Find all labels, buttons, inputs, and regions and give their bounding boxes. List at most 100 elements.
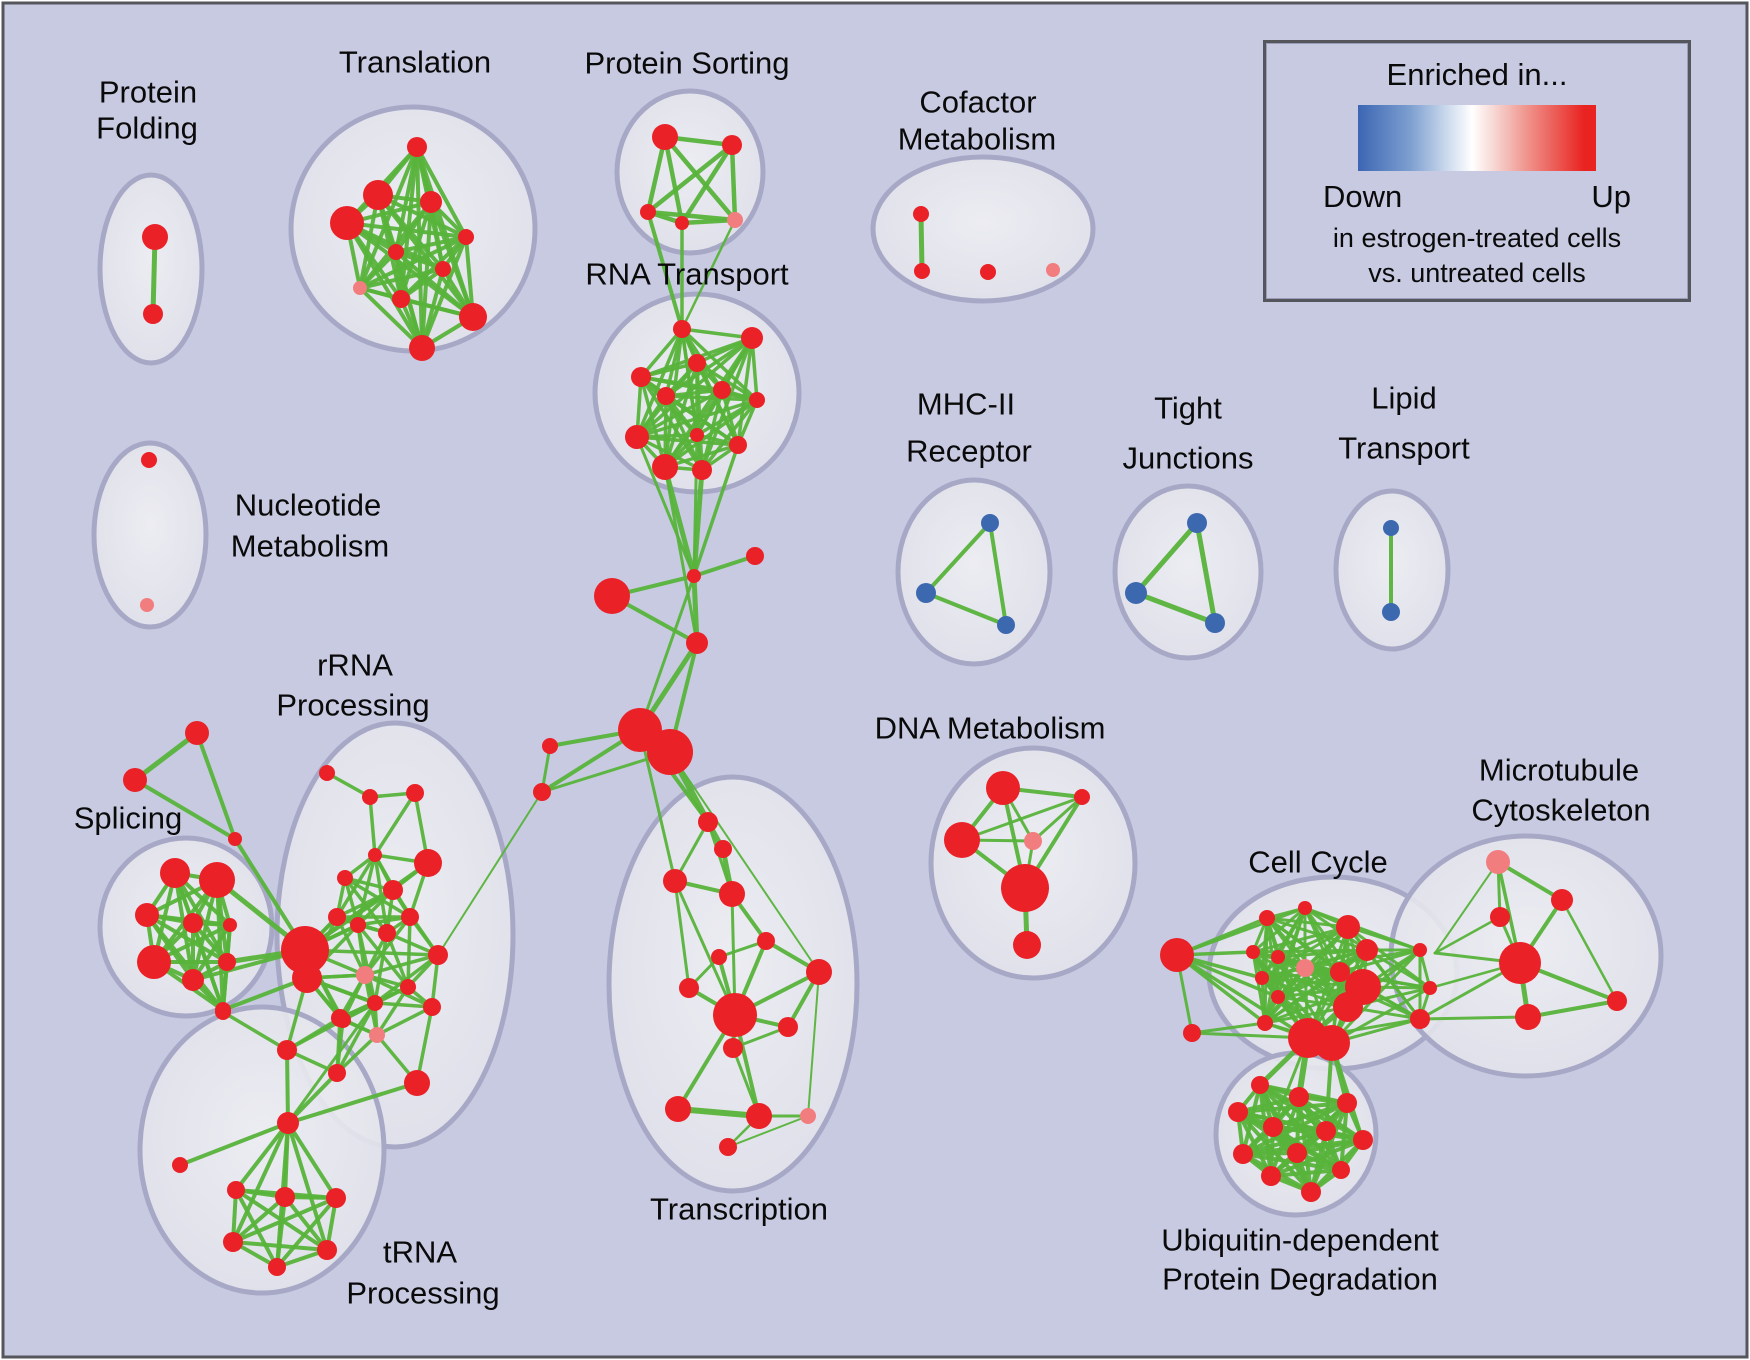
- network-node: [916, 583, 936, 603]
- network-node: [1551, 889, 1573, 911]
- network-node: [1074, 789, 1090, 805]
- network-node: [228, 832, 242, 846]
- network-edge: [385, 931, 410, 989]
- network-node: [275, 1187, 295, 1207]
- network-node: [722, 135, 742, 155]
- network-node: [1160, 938, 1194, 972]
- network-edge: [1194, 520, 1218, 626]
- cluster-ellipse-mhc-ii-receptor: [895, 477, 1053, 667]
- network-node: [757, 932, 775, 950]
- cluster-label-cofactor-metabolism: Cofactor: [919, 85, 1036, 120]
- network-node: [409, 335, 435, 361]
- network-edge: [1276, 970, 1342, 999]
- cluster-label-rrna-processing: rRNA: [317, 648, 393, 683]
- network-edge: [394, 250, 445, 271]
- network-edge: [988, 521, 1008, 627]
- network-node: [1413, 943, 1427, 957]
- network-node: [1383, 520, 1399, 536]
- network-edge: [358, 286, 424, 350]
- network-edge: [639, 327, 684, 379]
- cluster-label-cell-cycle: Cell Cycle: [1248, 845, 1388, 880]
- cluster-label-ubiquitin-degradation: Ubiquitin-dependent: [1161, 1223, 1439, 1258]
- network-edge: [234, 1188, 279, 1269]
- network-node: [353, 281, 367, 295]
- network-edge: [664, 394, 759, 402]
- network-edge: [415, 145, 468, 239]
- network-node: [631, 367, 651, 387]
- network-edge: [191, 923, 232, 982]
- network-node: [141, 452, 157, 468]
- network-edge: [1251, 906, 1307, 954]
- network-node: [657, 387, 675, 405]
- network-node: [746, 547, 764, 565]
- network-edge: [662, 134, 685, 226]
- network-node: [533, 783, 551, 801]
- network-node: [199, 862, 235, 898]
- cluster-label-lipid-transport: Transport: [1338, 431, 1470, 466]
- network-node: [401, 908, 419, 926]
- network-edge: [363, 915, 412, 977]
- network-node: [140, 598, 154, 612]
- network-node: [647, 729, 693, 775]
- network-edge: [231, 1196, 338, 1244]
- network-edge: [1276, 948, 1369, 959]
- network-edge: [639, 375, 667, 469]
- network-edge: [1330, 986, 1432, 1045]
- cluster-label-nucleotide-metabolism: Nucleotide: [235, 488, 381, 523]
- network-edge: [635, 327, 684, 439]
- network-edge: [234, 1121, 290, 1192]
- network-edge: [1433, 915, 1502, 955]
- network-node: [719, 881, 745, 907]
- network-node: [423, 998, 441, 1016]
- network-edge: [1269, 1168, 1343, 1178]
- network-edge: [638, 728, 677, 883]
- network-node: [458, 229, 474, 245]
- network-edge: [286, 1071, 339, 1125]
- network-node: [367, 995, 383, 1011]
- network-edge: [1496, 860, 1564, 902]
- network-node: [652, 124, 678, 150]
- network-node: [407, 137, 427, 157]
- network-node: [714, 840, 732, 858]
- network-edge: [345, 221, 424, 350]
- cluster-label-microtubule-cytoskeleton: Microtubule: [1479, 753, 1639, 788]
- cluster-ellipse-tight-junctions: [1112, 483, 1264, 661]
- network-node: [1296, 959, 1314, 977]
- network-node: [218, 953, 236, 971]
- network-edge: [373, 931, 389, 1005]
- network-edge: [286, 1001, 377, 1125]
- network-node: [1024, 832, 1042, 850]
- network-node: [741, 327, 763, 349]
- network-node: [137, 945, 171, 979]
- network-edge: [673, 879, 737, 1017]
- network-node: [317, 1240, 337, 1260]
- cluster-label-mhc-ii-receptor: MHC-II: [917, 387, 1015, 422]
- network-edge: [1175, 906, 1307, 957]
- network-node: [1486, 850, 1510, 874]
- network-node: [1336, 915, 1360, 939]
- network-node: [223, 1232, 243, 1252]
- network-node: [778, 1017, 798, 1037]
- network-node: [1314, 1025, 1350, 1061]
- network-edge: [1560, 898, 1619, 1003]
- network-edge: [1269, 1138, 1365, 1178]
- network-edge: [691, 573, 700, 646]
- cluster-ellipse-protein-sorting: [614, 88, 766, 256]
- network-node: [800, 1108, 816, 1124]
- network-node: [383, 880, 403, 900]
- network-node: [172, 1157, 188, 1173]
- network-edge: [191, 921, 225, 1012]
- network-node: [1410, 1009, 1430, 1029]
- network-edge: [924, 521, 992, 595]
- network-edge: [675, 1106, 762, 1119]
- network-node: [182, 969, 204, 991]
- network-edge: [1346, 925, 1422, 952]
- cluster-label-rna-transport: RNA Transport: [585, 257, 789, 292]
- network-edge: [692, 443, 740, 578]
- network-edge: [231, 1240, 329, 1252]
- network-edge: [358, 145, 419, 290]
- network-node: [337, 870, 353, 886]
- network-edge: [1338, 948, 1422, 974]
- network-node: [183, 913, 203, 933]
